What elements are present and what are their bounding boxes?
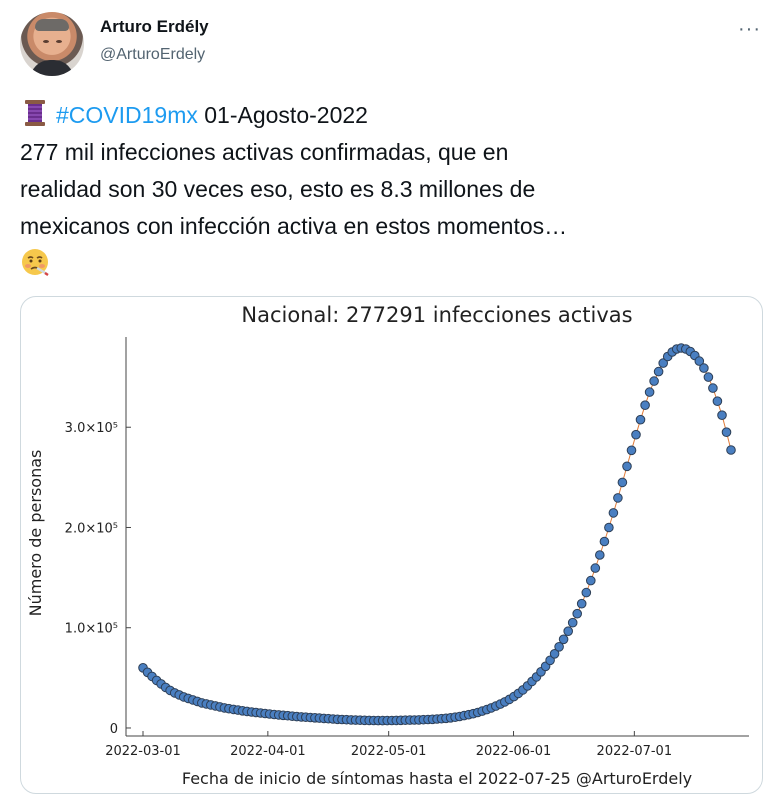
data-point — [644, 387, 655, 397]
x-tick-label: 2022-06-01 — [476, 744, 552, 759]
data-point — [622, 461, 632, 472]
tweet-date: 01-Agosto-2022 — [197, 102, 368, 128]
x-tick-label: 2022-07-01 — [597, 744, 673, 759]
data-point — [613, 493, 623, 503]
y-tick-label: 1.0×10⁵ — [65, 622, 118, 637]
x-tick-label: 2022-04-01 — [230, 744, 306, 759]
data-point — [567, 617, 578, 628]
data-point — [599, 536, 610, 547]
y-tick-label: 0 — [110, 722, 118, 737]
data-point — [694, 356, 705, 366]
avatar-eye — [56, 40, 62, 43]
data-point — [653, 366, 664, 377]
tweet-line-3: realidad son 30 veces eso, esto es 8.3 m… — [20, 176, 536, 202]
data-point — [581, 587, 592, 598]
avatar-shirt — [30, 60, 74, 76]
spool-of-thread-icon — [25, 100, 45, 126]
author-name[interactable]: Arturo Erdély — [100, 17, 209, 36]
x-tick-label: 2022-05-01 — [351, 744, 427, 759]
data-point — [590, 563, 601, 573]
data-point — [726, 445, 736, 455]
data-point — [658, 358, 669, 368]
sick-face-icon — [22, 249, 49, 276]
tweet-text: #COVID19mx 01-Agosto-2022 277 mil infecc… — [20, 97, 755, 282]
y-tick-label: 3.0×10⁵ — [65, 421, 118, 436]
data-point — [626, 445, 637, 456]
data-point — [703, 372, 714, 382]
avatar[interactable] — [20, 12, 84, 76]
data-point — [563, 626, 574, 637]
data-point — [545, 655, 555, 666]
data-point — [604, 522, 614, 533]
y-axis-label: Número de personas — [26, 450, 45, 617]
tweet-line-4: mexicanos con infección activa en estos … — [20, 213, 568, 239]
data-point — [699, 363, 709, 373]
data-point — [608, 508, 619, 518]
data-point — [712, 396, 723, 406]
data-point — [635, 414, 646, 425]
data-point — [708, 383, 718, 393]
x-axis-label: Fecha de inicio de síntomas hasta el 202… — [182, 769, 692, 788]
data-point — [617, 477, 628, 488]
data-point — [558, 634, 569, 645]
data-point — [649, 376, 659, 386]
tweet-line-5 — [20, 245, 755, 282]
author-handle[interactable]: @ArturoErdely — [100, 46, 206, 63]
data-point — [572, 608, 583, 619]
chart-title: Nacional: 277291 infecciones activas — [241, 303, 632, 327]
data-point — [586, 575, 596, 586]
data-point — [721, 427, 732, 437]
more-options-icon[interactable]: ··· — [738, 18, 761, 40]
data-point — [549, 649, 560, 659]
tweet-line-2: 277 mil infecciones activas confirmadas,… — [20, 139, 509, 165]
y-tick-label: 2.0×10⁵ — [65, 521, 118, 536]
x-tick-label: 2022-03-01 — [105, 744, 181, 759]
avatar-eye — [43, 40, 49, 43]
tweet-line-1: #COVID19mx 01-Agosto-2022 — [20, 97, 755, 134]
data-point — [595, 550, 605, 560]
data-point — [576, 598, 587, 609]
active-infections-chart: Nacional: 277291 infecciones activas Núm… — [26, 303, 749, 788]
hashtag-link[interactable]: #COVID19mx — [56, 102, 198, 128]
data-point — [717, 410, 727, 420]
data-point — [631, 429, 641, 440]
data-point — [554, 642, 564, 652]
chart-image[interactable]: Nacional: 277291 infecciones activas Núm… — [20, 296, 763, 794]
avatar-hair — [35, 19, 69, 31]
data-point — [640, 400, 650, 410]
